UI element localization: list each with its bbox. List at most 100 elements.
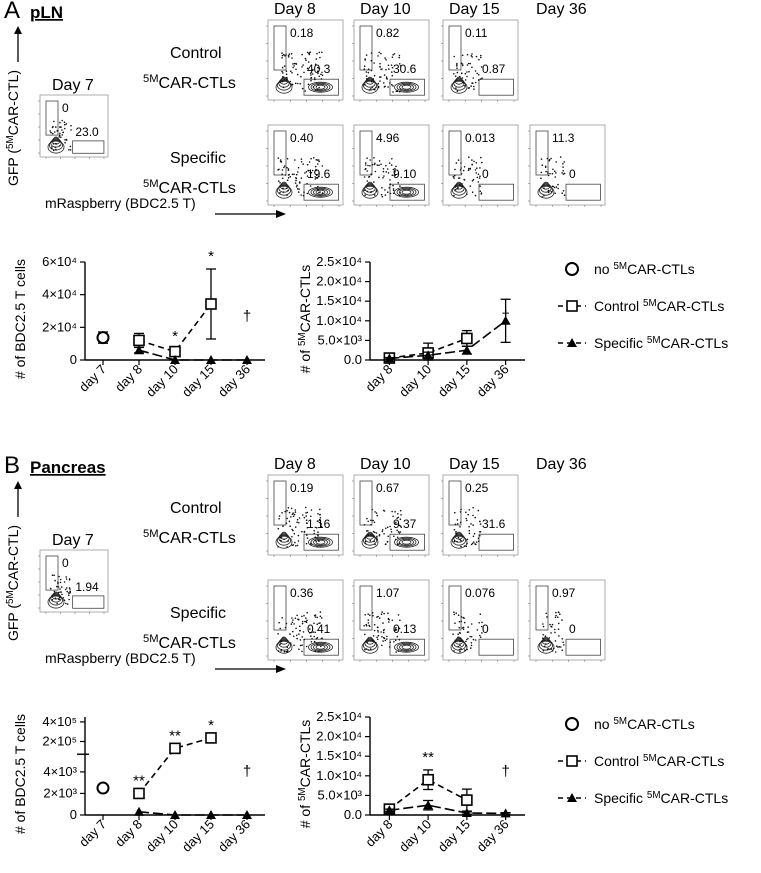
event-dot [465, 645, 468, 647]
event-dot [51, 599, 54, 601]
event-dot [550, 157, 552, 160]
lower-gate [72, 595, 105, 609]
event-dot [291, 173, 294, 176]
event-dot [300, 158, 303, 160]
event-dot [468, 167, 470, 170]
event-dot [366, 190, 369, 193]
day-header: Day 15 [449, 456, 500, 473]
event-dot [399, 509, 402, 512]
event-dot [314, 536, 317, 538]
y-tick-label: 0 [70, 807, 77, 822]
event-dot [552, 168, 554, 171]
data-point-triangle [384, 353, 395, 363]
lower-gate-value: 0.13 [393, 622, 417, 636]
event-dot [277, 633, 279, 635]
event-dot [277, 650, 280, 652]
significance-mark: * [172, 328, 178, 345]
event-dot [306, 182, 308, 185]
event-dot [306, 526, 309, 529]
cell-contour [362, 639, 377, 651]
event-dot [317, 66, 319, 69]
event-dot [318, 191, 320, 194]
event-dot [309, 628, 311, 630]
event-dot [563, 194, 566, 196]
event-dot [286, 517, 289, 520]
event-dot [287, 189, 289, 192]
data-point-triangle [461, 808, 472, 818]
event-dot [68, 149, 70, 151]
event-dot [301, 636, 304, 638]
event-dot [377, 55, 379, 57]
event-dot [368, 175, 371, 178]
significance-mark: ** [169, 727, 181, 744]
flow-frame [442, 579, 519, 661]
event-dot [558, 635, 560, 637]
event-dot [479, 78, 482, 80]
day7-label: Day 7 [52, 77, 94, 94]
event-dot [392, 54, 394, 56]
x-tick-label: day 36 [215, 817, 253, 855]
event-dot [561, 172, 563, 174]
event-dot [64, 123, 66, 126]
event-dot [295, 627, 297, 630]
event-dot [559, 156, 562, 158]
event-dot [64, 588, 67, 591]
event-dot [70, 124, 72, 127]
event-dot [546, 157, 549, 160]
event-dot [464, 649, 466, 651]
event-dot [376, 514, 379, 517]
event-dot [398, 639, 401, 641]
data-point-triangle [500, 315, 511, 325]
event-dot [288, 53, 291, 55]
event-dot [557, 646, 559, 648]
flow-plot: 0.013 0 [441, 124, 519, 207]
event-dot [389, 192, 392, 195]
event-dot [310, 543, 312, 545]
event-dot [459, 632, 462, 634]
event-dot [301, 87, 304, 90]
series-line [138, 810, 247, 816]
event-dot [377, 86, 380, 89]
x-tick-label: day 15 [179, 362, 217, 400]
event-dot [391, 510, 393, 513]
event-dot [381, 636, 383, 638]
event-dot [561, 649, 563, 651]
event-dot [61, 119, 63, 122]
event-dot [55, 126, 57, 128]
event-dot [293, 513, 296, 516]
event-dot [370, 191, 373, 193]
y-tick-label: 2.0×10⁴ [316, 729, 362, 744]
event-dot [381, 186, 383, 189]
event-dot [317, 535, 319, 537]
data-point-triangle [423, 350, 434, 360]
event-dot [287, 540, 289, 542]
row-label: 5MCAR-CTLs [143, 73, 236, 92]
event-dot [454, 523, 457, 526]
event-dot [478, 540, 480, 542]
flow-frame [267, 579, 344, 661]
y-tick-label: 2.5×10⁴ [316, 709, 362, 724]
event-dot [542, 625, 545, 628]
event-dot [304, 90, 307, 92]
event-dot [390, 164, 393, 166]
event-dot [314, 178, 317, 180]
cell-contour [364, 638, 376, 648]
event-dot [377, 629, 379, 632]
lower-gate [478, 78, 514, 96]
event-dot [389, 179, 391, 181]
event-dot [295, 545, 297, 547]
series-line [389, 320, 507, 360]
event-dot [54, 146, 57, 148]
event-dot [305, 519, 308, 521]
series-line [138, 349, 247, 361]
event-dot [464, 79, 467, 81]
event-dot [313, 532, 316, 535]
event-dot [301, 53, 303, 56]
event-dot [466, 193, 468, 195]
y-tick-label: 1.0×10⁴ [316, 313, 362, 328]
flow-plot: 0.076 0 [441, 579, 519, 662]
event-dot [286, 650, 289, 652]
event-dot [456, 65, 458, 67]
event-dot [292, 63, 294, 65]
